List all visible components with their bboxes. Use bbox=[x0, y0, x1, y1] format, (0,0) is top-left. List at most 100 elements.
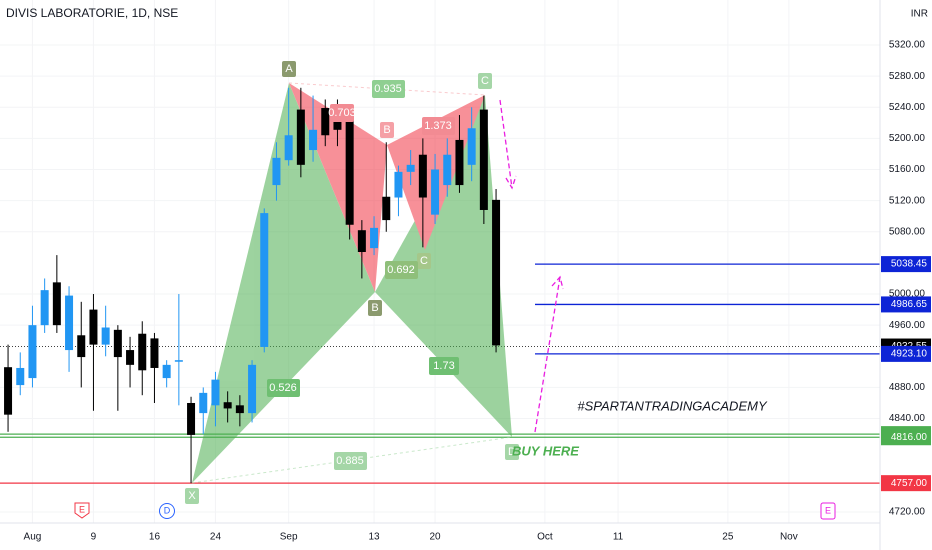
x-tick-label: 25 bbox=[722, 532, 734, 543]
point-box bbox=[185, 488, 199, 504]
currency: INR bbox=[911, 9, 928, 20]
x-tick-label: 16 bbox=[149, 532, 161, 543]
candle-body bbox=[370, 227, 379, 249]
point-label: D bbox=[508, 446, 516, 458]
point-label: B bbox=[371, 302, 378, 314]
candle-body bbox=[52, 282, 61, 326]
ratio-box bbox=[267, 379, 300, 397]
y-tick-label: 5320.00 bbox=[889, 40, 926, 51]
ratio-box bbox=[385, 261, 418, 279]
point-label: C bbox=[420, 255, 428, 267]
price-box bbox=[881, 345, 931, 362]
chart-title: DIVIS LABORATORIE, 1D, NSE bbox=[6, 6, 178, 20]
candle-body bbox=[223, 402, 232, 409]
candle-body bbox=[28, 325, 37, 379]
candle-body bbox=[138, 333, 147, 371]
x-tick-label: 13 bbox=[368, 532, 380, 543]
candle-body bbox=[40, 290, 49, 326]
candle-body bbox=[101, 327, 110, 345]
price-box bbox=[881, 256, 931, 273]
candle-body bbox=[394, 171, 403, 198]
candle-body bbox=[4, 367, 13, 415]
ratio-box bbox=[422, 117, 455, 135]
price-label: 5038.45 bbox=[891, 259, 928, 270]
candle-body bbox=[284, 135, 293, 161]
candle-body bbox=[248, 364, 257, 414]
ratio-label: 0.703 bbox=[328, 107, 356, 119]
event-marker bbox=[74, 502, 90, 519]
ratio-box bbox=[372, 80, 405, 98]
ratio-box bbox=[334, 452, 367, 470]
y-tick-label: 5000.00 bbox=[889, 289, 926, 300]
y-tick-label: 5120.00 bbox=[889, 195, 926, 206]
candle-body bbox=[113, 329, 122, 358]
point-box bbox=[282, 61, 296, 77]
candle-body bbox=[296, 109, 305, 165]
candle-body bbox=[406, 164, 415, 172]
point-label: A bbox=[285, 63, 293, 75]
point-label: B bbox=[383, 124, 390, 136]
x-tick-label: 24 bbox=[210, 532, 222, 543]
candle-body bbox=[235, 405, 244, 414]
candle-body bbox=[309, 129, 318, 151]
candle-body bbox=[357, 230, 366, 253]
point-label: X bbox=[188, 490, 196, 502]
x-tick-label: 9 bbox=[91, 532, 97, 543]
candle-body bbox=[199, 392, 208, 414]
candle-body bbox=[321, 108, 330, 136]
y-tick-label: 4840.00 bbox=[889, 413, 926, 424]
candle-body bbox=[479, 109, 488, 210]
ratio-label: 0.692 bbox=[387, 264, 415, 276]
candle-body bbox=[382, 196, 391, 221]
price-label: 4923.10 bbox=[891, 349, 928, 360]
grid bbox=[0, 0, 880, 523]
candle-body bbox=[418, 154, 427, 198]
price-label: 4986.65 bbox=[891, 299, 928, 310]
y-tick-label: 5280.00 bbox=[889, 71, 926, 82]
pattern-bcd bbox=[375, 95, 512, 437]
arrow-down bbox=[499, 99, 517, 190]
ratio-box bbox=[330, 104, 354, 122]
y-tick-label: 5240.00 bbox=[889, 102, 926, 113]
pattern-xab bbox=[192, 83, 375, 483]
price-label: 4816.00 bbox=[891, 432, 928, 443]
candle-body bbox=[443, 154, 452, 186]
candle-body bbox=[89, 309, 98, 345]
arrow-up bbox=[534, 275, 564, 433]
x-tick-label: Nov bbox=[780, 532, 798, 543]
ratio-label: 1.373 bbox=[424, 120, 452, 132]
x-tick-label: Oct bbox=[537, 532, 553, 543]
candle-body bbox=[272, 157, 281, 186]
candle-body bbox=[431, 169, 440, 215]
price-box bbox=[881, 296, 931, 313]
point-box bbox=[417, 253, 431, 269]
candle-body bbox=[16, 367, 25, 386]
y-tick-label: 4960.00 bbox=[889, 320, 926, 331]
ratio-box bbox=[429, 357, 459, 375]
ratio-label: 0.885 bbox=[336, 455, 364, 467]
y-tick-label: 5160.00 bbox=[889, 164, 926, 175]
y-tick-label: 4880.00 bbox=[889, 382, 926, 393]
labels: X A B B C C D 0.935 0.703 1.373 0.692 0.… bbox=[185, 61, 768, 504]
point-box bbox=[505, 444, 519, 460]
ratio-label: 0.935 bbox=[374, 83, 402, 95]
candle-body bbox=[126, 350, 135, 365]
candle-body bbox=[174, 360, 183, 362]
price-box bbox=[881, 429, 931, 446]
point-label: C bbox=[481, 75, 489, 87]
candle-body bbox=[492, 199, 501, 346]
buy-label: BUY HERE bbox=[512, 443, 579, 458]
event-label: E bbox=[79, 504, 85, 514]
event-label: D bbox=[164, 505, 171, 515]
price-box bbox=[881, 475, 931, 492]
x-tick-label: 20 bbox=[429, 532, 441, 543]
x-tick-label: 11 bbox=[613, 532, 624, 543]
candle-body bbox=[260, 213, 269, 347]
events: E D E bbox=[74, 502, 836, 520]
y-tick-label: 5080.00 bbox=[889, 226, 926, 237]
brand-label: #SPARTANTRADINGACADEMY bbox=[577, 398, 768, 413]
candle-body bbox=[77, 335, 86, 358]
axis: 5320.00 5280.00 5240.00 5200.00 5160.00 5120.… bbox=[24, 40, 931, 543]
candle-body bbox=[187, 402, 196, 435]
